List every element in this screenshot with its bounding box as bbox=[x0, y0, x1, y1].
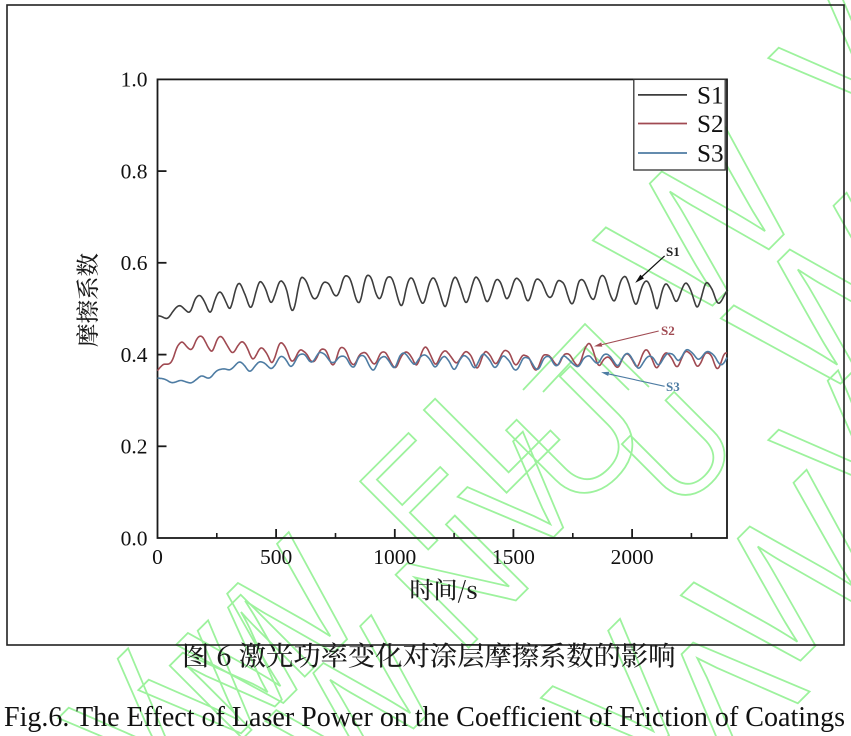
svg-text:0.6: 0.6 bbox=[121, 251, 148, 275]
svg-text:0.4: 0.4 bbox=[121, 343, 148, 367]
svg-text:S1: S1 bbox=[666, 244, 680, 259]
svg-text:Fig.6. The Effect of Laser Pow: Fig.6. The Effect of Laser Power on the … bbox=[4, 702, 845, 733]
svg-text:0.2: 0.2 bbox=[121, 435, 148, 459]
svg-text:500: 500 bbox=[260, 545, 292, 569]
svg-text:0.8: 0.8 bbox=[121, 159, 148, 183]
svg-text:0: 0 bbox=[152, 545, 163, 569]
svg-text:1000: 1000 bbox=[373, 545, 416, 569]
svg-text:S1: S1 bbox=[697, 82, 724, 109]
svg-text:S3: S3 bbox=[666, 379, 680, 394]
svg-text:1500: 1500 bbox=[492, 545, 535, 569]
svg-text:1.0: 1.0 bbox=[121, 68, 148, 92]
svg-text:S2: S2 bbox=[661, 323, 675, 338]
svg-text:0.0: 0.0 bbox=[121, 526, 148, 550]
svg-text:S2: S2 bbox=[697, 111, 724, 138]
svg-text:2000: 2000 bbox=[611, 545, 654, 569]
svg-text:S3: S3 bbox=[697, 140, 724, 167]
